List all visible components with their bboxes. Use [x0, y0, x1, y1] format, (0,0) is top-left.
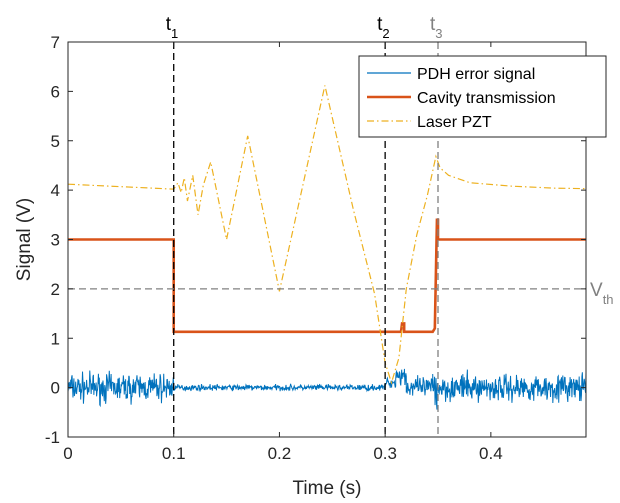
- y-tick-label: 5: [51, 132, 60, 151]
- marker-label-t1: t1: [166, 14, 179, 41]
- legend-label: PDH error signal: [417, 66, 535, 83]
- y-tick-label: 4: [51, 181, 60, 200]
- series-laser-pzt: [67, 85, 587, 385]
- series-cavity-transmission: [68, 218, 586, 334]
- vertical-markers: [68, 42, 586, 437]
- marker-label-t2: t2: [377, 14, 390, 41]
- x-tick-label: 0.3: [373, 444, 397, 463]
- legend-label: Laser PZT: [417, 114, 492, 131]
- series-pdh-error-signal: [67, 368, 587, 410]
- y-tick-label: 2: [51, 280, 60, 299]
- marker-label-t3: t3: [430, 14, 443, 41]
- y-tick-label: 0: [51, 379, 60, 398]
- y-tick-label: 3: [51, 231, 60, 250]
- y-axis-label: Signal (V): [14, 198, 35, 281]
- x-tick-label: 0.1: [162, 444, 186, 463]
- y-tick-label: 1: [51, 329, 60, 348]
- legend: PDH error signal Cavity transmission Laser…: [358, 55, 607, 138]
- legend-label: Cavity transmission: [417, 90, 556, 107]
- x-tick-label: 0.4: [479, 444, 503, 463]
- y-tick-label: 6: [51, 82, 60, 101]
- x-tick-label: 0.2: [268, 444, 292, 463]
- x-tick-label: 0: [63, 444, 72, 463]
- x-axis-label: Time (s): [293, 478, 362, 499]
- threshold-label: Vth: [590, 280, 614, 307]
- y-tick-label: 7: [51, 33, 60, 52]
- y-tick-label: -1: [45, 428, 60, 447]
